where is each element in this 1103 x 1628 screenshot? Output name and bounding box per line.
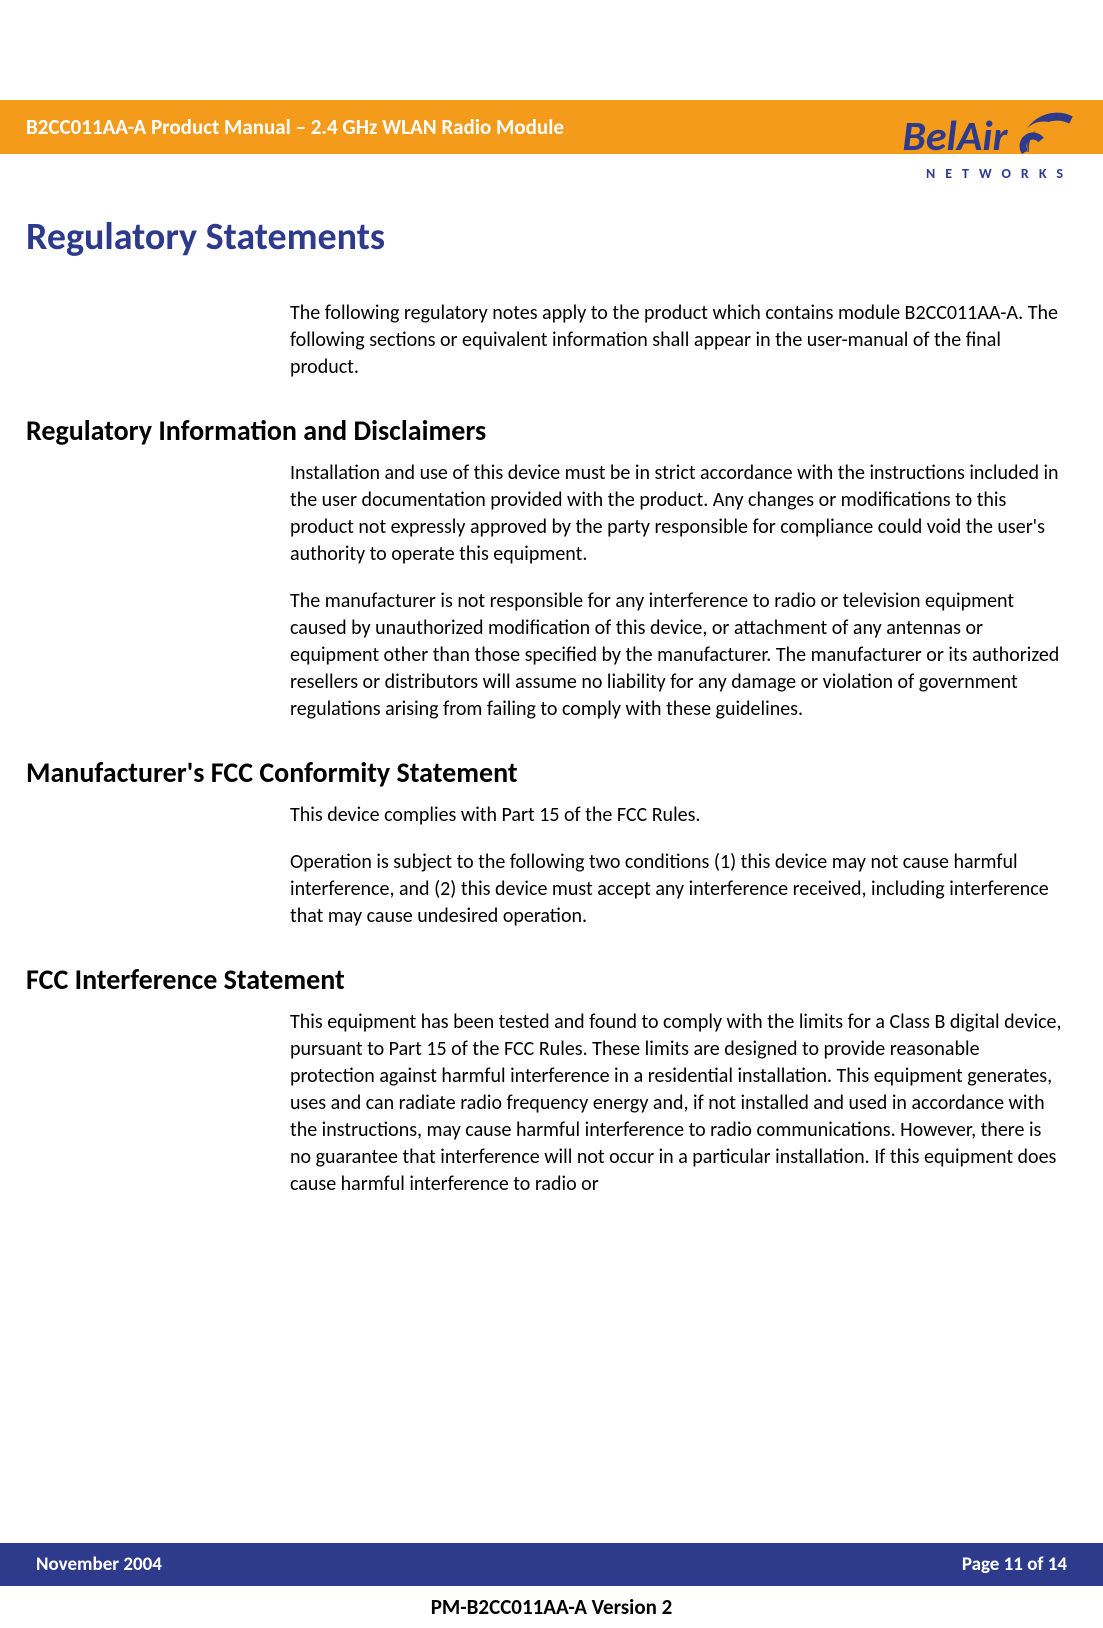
section-1-p1: Installation and use of this device must… bbox=[290, 460, 1063, 568]
logo-brand: BelAir bbox=[902, 111, 1007, 162]
section-3-title: FCC Interference Statement bbox=[26, 962, 1103, 997]
logo-subtitle: NETWORKS bbox=[902, 165, 1073, 182]
section-1-p2: The manufacturer is not responsible for … bbox=[290, 588, 1063, 723]
section-3-p1: This equipment has been tested and found… bbox=[290, 1009, 1063, 1198]
logo-icon bbox=[1019, 110, 1073, 163]
section-2-p1: This device complies with Part 15 of the… bbox=[290, 802, 1063, 829]
main-title: Regulatory Statements bbox=[26, 214, 1103, 260]
section-1-title: Regulatory Information and Disclaimers bbox=[26, 413, 1103, 448]
section-2-title: Manufacturer's FCC Conformity Statement bbox=[26, 755, 1103, 790]
intro-paragraph: The following regulatory notes apply to … bbox=[290, 300, 1063, 381]
logo: BelAir NETWORKS bbox=[902, 110, 1073, 182]
document-header-title: B2CC011AA-A Product Manual – 2.4 GHz WLA… bbox=[26, 114, 564, 140]
section-2-p2: Operation is subject to the following tw… bbox=[290, 849, 1063, 930]
footer-page: Page 11 of 14 bbox=[962, 1553, 1067, 1576]
footer-date: November 2004 bbox=[36, 1553, 162, 1576]
footer-bar: November 2004 Page 11 of 14 bbox=[0, 1543, 1103, 1586]
footer-doc-id: PM-B2CC011AA-A Version 2 bbox=[0, 1594, 1103, 1620]
